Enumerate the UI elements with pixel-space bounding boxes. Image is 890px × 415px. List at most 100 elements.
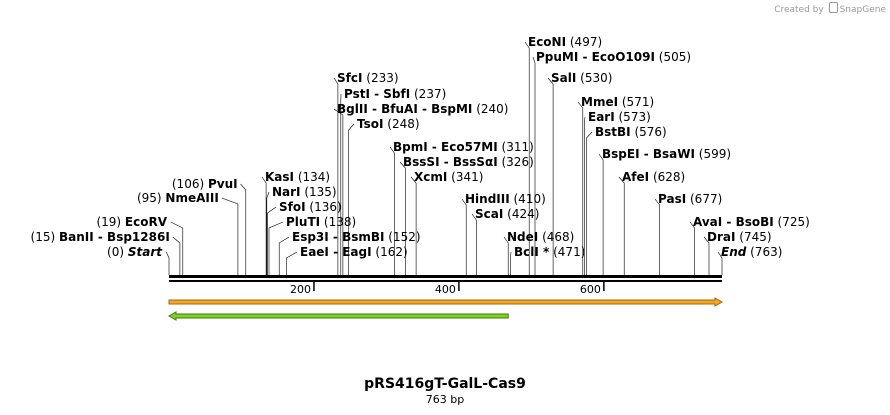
site-position: (468): [538, 230, 574, 244]
site-connector-line: [262, 177, 266, 275]
site-name: Start: [128, 245, 163, 259]
site-position: (599): [695, 147, 731, 161]
sequence-backbone: [169, 275, 722, 282]
forward-feature-arrow[interactable]: [169, 298, 722, 306]
site-name: KasI: [265, 170, 294, 184]
site-bstbi-label[interactable]: BstBI (576): [595, 125, 667, 139]
site-connector-line: [411, 177, 416, 275]
site-ppumi-ecoo109i-label[interactable]: PpuMI - EcoO109I (505): [536, 50, 691, 64]
reverse-feature-arrow[interactable]: [169, 312, 508, 320]
site-position: (341): [447, 170, 483, 184]
ruler-tick-label: 200: [290, 283, 311, 296]
site-avai-bsobi-label[interactable]: AvaI - BsoBI (725): [693, 215, 810, 229]
site-position: (152): [384, 230, 420, 244]
svg-text:EaeI - EagI (162): EaeI - EagI (162): [300, 245, 408, 259]
site-name: NarI: [272, 185, 301, 199]
site-connector-line: [269, 222, 283, 275]
svg-text:PstI - SbfI (237): PstI - SbfI (237): [344, 87, 446, 101]
site-name: BglII - BfuAI - BspMI: [337, 102, 472, 116]
site-position: (763): [746, 245, 782, 259]
site-sfoi-label[interactable]: SfoI (136): [279, 200, 342, 214]
site-kasi-label[interactable]: KasI (134): [265, 170, 330, 184]
site-position: (248): [383, 117, 419, 131]
site-position: (240): [472, 102, 508, 116]
site-name: End: [721, 245, 747, 259]
site-pvui-label[interactable]: (106) PvuI: [172, 177, 238, 191]
plasmid-length: 763 bp: [0, 393, 890, 406]
site-name: EcoRV: [125, 215, 168, 229]
svg-text:MmeI (571): MmeI (571): [581, 95, 654, 109]
svg-text:(95) NmeAIII: (95) NmeAIII: [137, 191, 219, 205]
site-scai-label[interactable]: ScaI (424): [475, 207, 539, 221]
site-afei-label[interactable]: AfeI (628): [622, 170, 685, 184]
site-sfci-label[interactable]: SfcI (233): [337, 71, 399, 85]
site-pasi-label[interactable]: PasI (677): [658, 192, 722, 206]
site-connector-line: [690, 222, 695, 275]
site-connector-line: [599, 154, 603, 275]
site-bspei-bsawi-label[interactable]: BspEI - BsaWI (599): [602, 147, 731, 161]
svg-text:BclI * (471): BclI * (471): [514, 245, 585, 259]
site-position: (311): [498, 140, 534, 154]
site-tsoi-label[interactable]: TsoI (248): [357, 117, 420, 131]
site-eaei-eagi-label[interactable]: EaeI - EagI (162): [300, 245, 408, 259]
site-end-label[interactable]: End (763): [721, 245, 782, 259]
site-sali-label[interactable]: SalI (530): [551, 71, 612, 85]
site-position: (677): [686, 192, 722, 206]
site-esp3i-bsmbi-label[interactable]: Esp3I - BsmBI (152): [292, 230, 421, 244]
svg-text:SfoI (136): SfoI (136): [279, 200, 342, 214]
site-name: PstI - SbfI: [344, 87, 410, 101]
plasmid-map[interactable]: EcoNI (497)PpuMI - EcoO109I (505) SalI (5…: [0, 0, 890, 370]
svg-text:(106) PvuI: (106) PvuI: [172, 177, 238, 191]
svg-text:PluTI (138): PluTI (138): [286, 215, 356, 229]
site-position: (19): [96, 215, 124, 229]
svg-text:NarI (135): NarI (135): [272, 185, 337, 199]
site-position: (106): [172, 177, 208, 191]
site-xcmi-label[interactable]: XcmI (341): [414, 170, 483, 184]
site-connector-line: [279, 237, 289, 275]
site-position: (745): [735, 230, 771, 244]
site-name: EaeI - EagI: [300, 245, 372, 259]
site-name: DraI: [707, 230, 735, 244]
svg-text:PpuMI - EcoO109I (505): PpuMI - EcoO109I (505): [536, 50, 691, 64]
site-position: (95): [137, 191, 165, 205]
site-drai-label[interactable]: DraI (745): [707, 230, 772, 244]
svg-text:HindIII (410): HindIII (410): [465, 192, 546, 206]
site-eari-label[interactable]: EarI (573): [588, 110, 651, 124]
site-ndei-label[interactable]: NdeI (468): [507, 230, 574, 244]
site-psti-sbfi-label[interactable]: PstI - SbfI (237): [344, 87, 446, 101]
site-position: (15): [31, 230, 59, 244]
site-name: XcmI: [414, 170, 447, 184]
site-hindiii-label[interactable]: HindIII (410): [465, 192, 546, 206]
site-position: (136): [306, 200, 342, 214]
site-bcli--label[interactable]: BclI * (471): [514, 245, 585, 259]
site-position: (424): [503, 207, 539, 221]
site-pluti-label[interactable]: PluTI (138): [286, 215, 356, 229]
site-nari-label[interactable]: NarI (135): [272, 185, 337, 199]
svg-text:PasI (677): PasI (677): [658, 192, 722, 206]
svg-text:NdeI (468): NdeI (468): [507, 230, 574, 244]
site-position: (134): [294, 170, 330, 184]
site-nmeaiii-label[interactable]: (95) NmeAIII: [137, 191, 219, 205]
site-name: EcoNI: [528, 35, 566, 49]
site-start-label[interactable]: (0) Start: [107, 245, 163, 259]
svg-text:BglII - BfuAI - BspMI (240): BglII - BfuAI - BspMI (240): [337, 102, 509, 116]
site-econi-label[interactable]: EcoNI (497): [528, 35, 602, 49]
svg-text:SalI (530): SalI (530): [551, 71, 612, 85]
site-connector-line: [462, 199, 466, 275]
site-name: EarI: [588, 110, 615, 124]
site-name: BssSI - BssSαI: [403, 155, 498, 169]
site-banii-bsp1286i-label[interactable]: (15) BanII - Bsp1286I: [31, 230, 170, 244]
site-bsssi-bsss-i-label[interactable]: BssSI - BssSαI (326): [403, 155, 534, 169]
site-ecorv-label[interactable]: (19) EcoRV: [96, 215, 167, 229]
site-name: HindIII: [465, 192, 510, 206]
site-connector-line: [655, 199, 660, 275]
svg-text:AvaI - BsoBI (725): AvaI - BsoBI (725): [693, 215, 810, 229]
svg-text:AfeI (628): AfeI (628): [622, 170, 685, 184]
site-bglii-bfuai-bspmi-label[interactable]: BglII - BfuAI - BspMI (240): [337, 102, 509, 116]
svg-text:SfcI (233): SfcI (233): [337, 71, 399, 85]
site-name: PvuI: [208, 177, 238, 191]
svg-text:(15) BanII - Bsp1286I: (15) BanII - Bsp1286I: [31, 230, 170, 244]
site-connector-line: [222, 198, 238, 275]
site-mmei-label[interactable]: MmeI (571): [581, 95, 654, 109]
site-bpmi-eco57mi-label[interactable]: BpmI - Eco57MI (311): [393, 140, 534, 154]
